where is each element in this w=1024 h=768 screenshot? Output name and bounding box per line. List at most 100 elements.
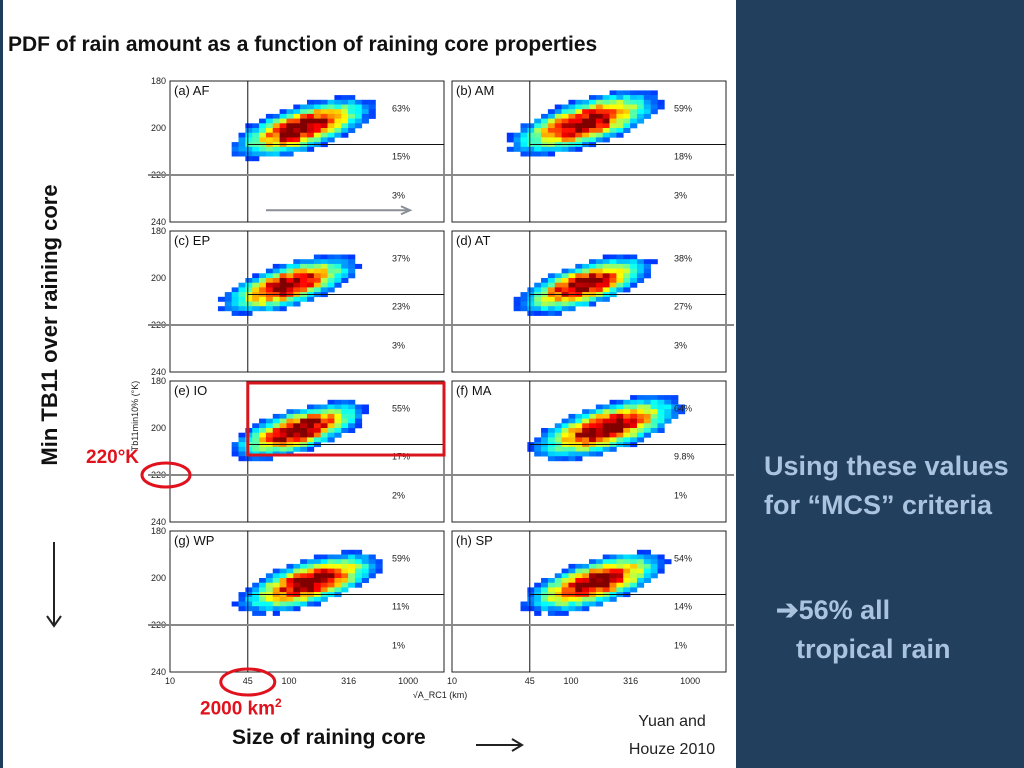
heatmap-cell [671, 404, 679, 410]
heatmap-cell [575, 413, 583, 419]
heatmap-cell [534, 287, 542, 293]
heatmap-cell [272, 437, 280, 443]
heatmap-cell [650, 395, 658, 401]
heatmap-cell [595, 582, 603, 588]
heatmap-cell [589, 109, 597, 115]
pct-upper: 63% [392, 104, 410, 114]
heatmap-cell [541, 451, 549, 457]
heatmap-cell [678, 404, 686, 410]
heatmap-cell [348, 109, 356, 115]
heatmap-cell [527, 287, 535, 293]
heatmap-cell [300, 296, 308, 302]
heatmap-cell [286, 568, 294, 574]
heatmap-cell [300, 578, 308, 583]
heatmap-cell [554, 428, 562, 433]
heatmap-cell [265, 446, 274, 452]
heatmap-cell [589, 113, 597, 119]
heatmap-cell [623, 437, 631, 443]
heatmap-cell [327, 563, 335, 569]
bullet-criteria: Using these values for “MCS” criteria [764, 451, 1009, 520]
heatmap-cell [265, 146, 274, 152]
heatmap-cell [582, 578, 590, 583]
heatmap-cell [320, 287, 328, 293]
heatmap-cell [609, 118, 617, 124]
heatmap-cell [630, 273, 638, 279]
heatmap-cell [313, 118, 321, 124]
heatmap-cell [595, 137, 603, 143]
heatmap-cell [561, 282, 569, 288]
heatmap-cell [561, 428, 569, 433]
heatmap-cell [334, 413, 342, 419]
heatmap-cell [575, 446, 583, 452]
pct-middle: 23% [392, 302, 410, 312]
heatmap-cell [265, 428, 274, 433]
heatmap-cell [568, 451, 576, 457]
heatmap-cell [561, 296, 569, 302]
heatmap-cell [265, 596, 274, 602]
heatmap-cell [602, 578, 610, 583]
heatmap-cell [595, 596, 603, 602]
heatmap-cell [259, 582, 267, 588]
heatmap-cell [279, 146, 287, 152]
heatmap-cell [252, 132, 260, 138]
heatmap-cell [348, 273, 356, 279]
heatmap-cell [293, 282, 301, 288]
heatmap-cell [320, 118, 328, 124]
heatmap-cell [561, 437, 569, 443]
heatmap-cell [238, 442, 246, 448]
heatmap-cell [327, 273, 335, 279]
heatmap-cell [534, 310, 542, 316]
heatmap-cell [286, 137, 294, 143]
citation-line-1: Yuan and [638, 713, 706, 730]
heatmap-cell [616, 104, 624, 110]
heatmap-cell [265, 306, 274, 312]
heatmap-cell [527, 151, 535, 157]
heatmap-cell [327, 123, 335, 129]
heatmap-cell [547, 606, 556, 612]
heatmap-cell [265, 437, 274, 443]
heatmap-cell [602, 437, 610, 443]
heatmap-cell [630, 418, 638, 424]
heatmap-cell [272, 118, 280, 124]
heatmap-cell [293, 263, 301, 269]
heatmap-cell [354, 404, 363, 410]
heatmap-cell [245, 137, 253, 143]
heatmap-cell [245, 123, 253, 129]
heatmap-cell [609, 559, 617, 565]
heatmap-cell [616, 568, 624, 574]
heatmap-cell [265, 137, 274, 143]
heatmap-cell [568, 432, 576, 438]
heatmap-cell [327, 132, 335, 138]
heatmap-cell [506, 132, 514, 138]
heatmap-cell [643, 273, 651, 279]
heatmap-cell [623, 263, 631, 269]
heatmap-cell [582, 282, 590, 288]
heatmap-cell [307, 582, 315, 588]
heatmap-cell [252, 287, 260, 293]
heatmap-cell [320, 263, 328, 269]
heatmap-cell [575, 123, 583, 129]
heatmap-cell [272, 578, 280, 583]
heatmap-cell [272, 446, 280, 452]
heatmap-cell [272, 301, 280, 307]
heatmap-cell [609, 413, 617, 419]
heatmap-cell [334, 263, 342, 269]
heatmap-cell [361, 113, 369, 119]
heatmap-cell [671, 395, 679, 401]
heatmap-cell [307, 146, 315, 152]
heatmap-cell [582, 113, 590, 119]
heatmap-cell [231, 310, 239, 316]
heatmap-cell [636, 95, 645, 101]
heatmap-cell [657, 428, 665, 433]
heatmap-cell [595, 563, 603, 569]
heatmap-cell [589, 296, 597, 302]
heatmap-cell [547, 306, 556, 312]
heatmap-cell [341, 582, 349, 588]
heatmap-cell [595, 273, 603, 279]
heatmap-cell [541, 301, 549, 307]
heatmap-cell [334, 568, 342, 574]
heatmap-cell [300, 282, 308, 288]
heatmap-cell [589, 423, 597, 429]
heatmap-cell [293, 137, 301, 143]
heatmap-cell [313, 578, 321, 583]
